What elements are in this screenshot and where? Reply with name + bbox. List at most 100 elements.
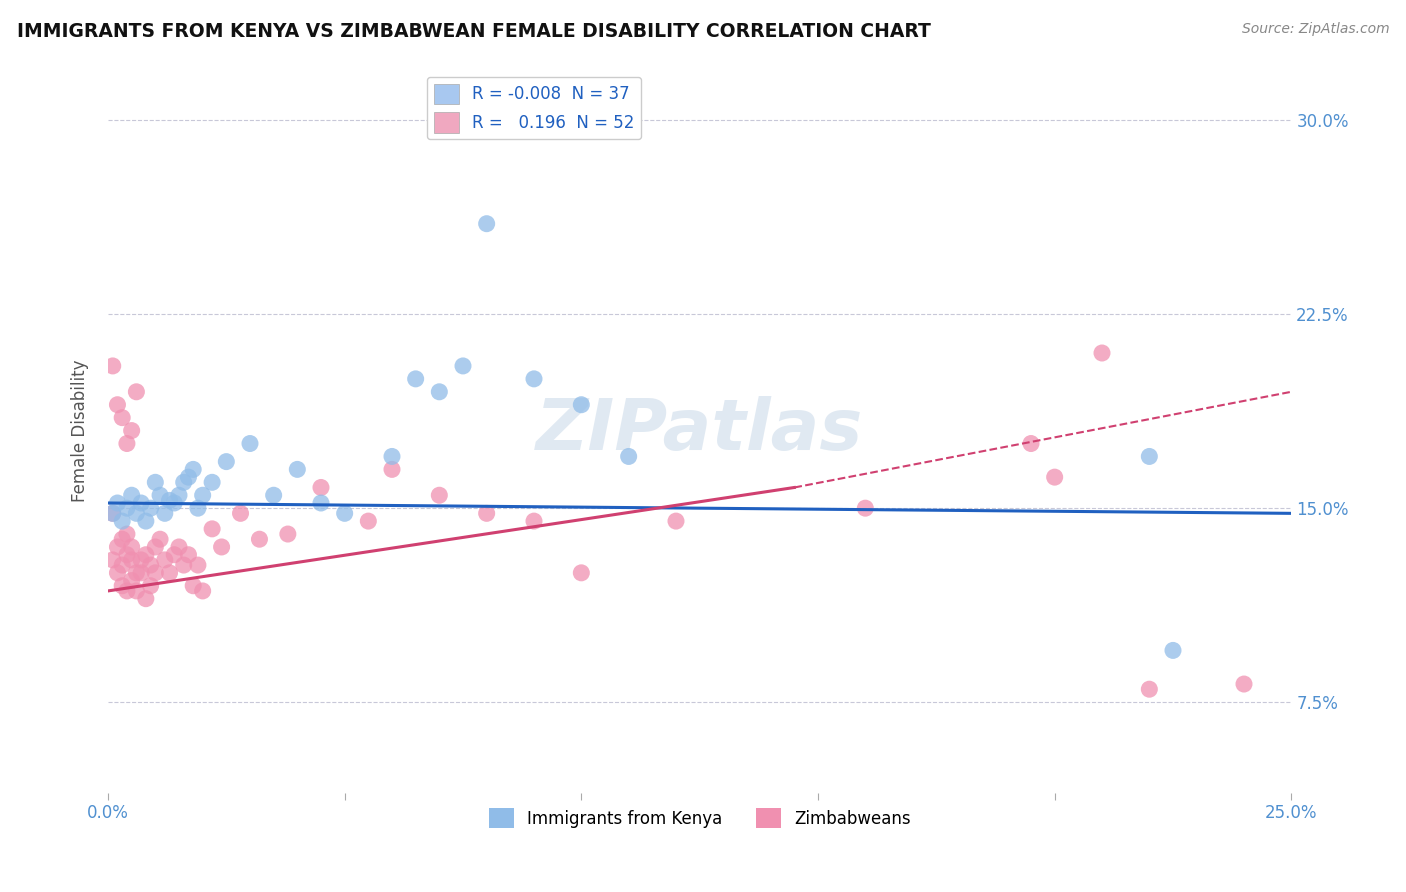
Point [163, 496, 186, 510]
Point [125, 384, 148, 399]
Point [1161, 643, 1184, 657]
Point [427, 384, 450, 399]
Point [111, 558, 134, 572]
Point [1233, 677, 1256, 691]
Point [125, 566, 148, 580]
Point [187, 558, 209, 572]
Point [333, 506, 356, 520]
Point [1091, 346, 1114, 360]
Point [569, 398, 592, 412]
Point [153, 506, 176, 520]
Point [111, 579, 134, 593]
Point [211, 540, 233, 554]
Point [101, 359, 124, 373]
Point [159, 566, 181, 580]
Point [129, 496, 152, 510]
Point [139, 501, 162, 516]
Text: Source: ZipAtlas.com: Source: ZipAtlas.com [1241, 22, 1389, 37]
Point [249, 532, 271, 546]
Point [665, 514, 688, 528]
Point [285, 462, 308, 476]
Point [277, 527, 299, 541]
Point [121, 488, 143, 502]
Point [101, 506, 124, 520]
Point [107, 566, 129, 580]
Point [181, 462, 204, 476]
Point [181, 579, 204, 593]
Point [177, 548, 200, 562]
Point [121, 540, 143, 554]
Point [381, 450, 404, 464]
Point [135, 514, 157, 528]
Point [167, 540, 190, 554]
Point [107, 398, 129, 412]
Point [381, 462, 404, 476]
Point [129, 566, 152, 580]
Point [121, 574, 143, 588]
Point [149, 532, 172, 546]
Point [111, 410, 134, 425]
Point [125, 506, 148, 520]
Point [101, 553, 124, 567]
Point [523, 514, 546, 528]
Point [201, 522, 224, 536]
Point [173, 558, 195, 572]
Point [191, 583, 214, 598]
Point [129, 553, 152, 567]
Point [115, 548, 138, 562]
Point [139, 579, 162, 593]
Legend: Immigrants from Kenya, Zimbabweans: Immigrants from Kenya, Zimbabweans [482, 801, 917, 835]
Point [1137, 450, 1160, 464]
Point [115, 527, 138, 541]
Point [143, 540, 166, 554]
Point [107, 496, 129, 510]
Point [167, 488, 190, 502]
Point [405, 372, 427, 386]
Point [163, 548, 186, 562]
Point [115, 501, 138, 516]
Point [143, 566, 166, 580]
Point [1019, 436, 1042, 450]
Point [229, 506, 252, 520]
Point [115, 436, 138, 450]
Point [1043, 470, 1066, 484]
Point [111, 514, 134, 528]
Point [1137, 682, 1160, 697]
Point [107, 540, 129, 554]
Point [309, 496, 332, 510]
Point [135, 591, 157, 606]
Point [451, 359, 474, 373]
Point [475, 217, 498, 231]
Point [853, 501, 876, 516]
Point [139, 558, 162, 572]
Point [121, 553, 143, 567]
Point [523, 372, 546, 386]
Text: ZIPatlas: ZIPatlas [536, 396, 863, 465]
Point [121, 424, 143, 438]
Point [569, 566, 592, 580]
Point [475, 506, 498, 520]
Point [617, 450, 640, 464]
Point [173, 475, 195, 490]
Y-axis label: Female Disability: Female Disability [72, 359, 89, 502]
Point [125, 583, 148, 598]
Point [263, 488, 285, 502]
Point [201, 475, 224, 490]
Point [159, 493, 181, 508]
Point [191, 488, 214, 502]
Point [153, 553, 176, 567]
Point [115, 583, 138, 598]
Text: IMMIGRANTS FROM KENYA VS ZIMBABWEAN FEMALE DISABILITY CORRELATION CHART: IMMIGRANTS FROM KENYA VS ZIMBABWEAN FEMA… [17, 22, 931, 41]
Point [177, 470, 200, 484]
Point [215, 455, 238, 469]
Point [357, 514, 380, 528]
Point [143, 475, 166, 490]
Point [111, 532, 134, 546]
Point [187, 501, 209, 516]
Point [239, 436, 262, 450]
Point [101, 506, 124, 520]
Point [149, 488, 172, 502]
Point [427, 488, 450, 502]
Point [135, 548, 157, 562]
Point [309, 481, 332, 495]
